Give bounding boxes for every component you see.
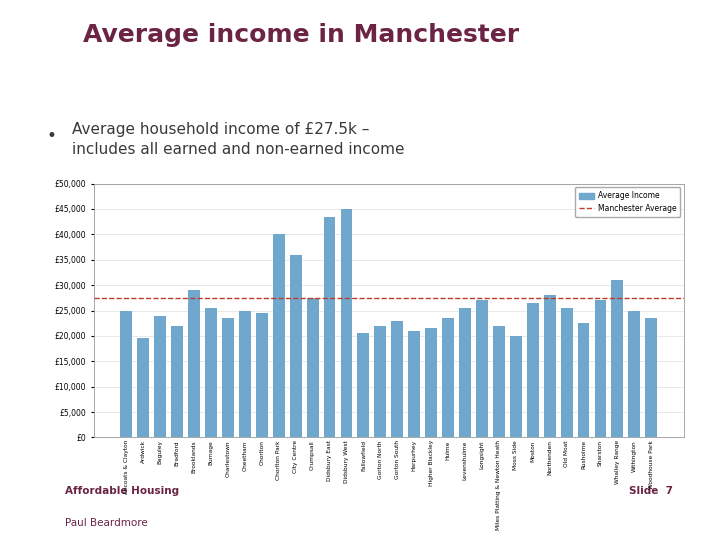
Bar: [323, 217, 336, 437]
Text: Average household income of £27.5k –
includes all earned and non-earned income: Average household income of £27.5k – inc…: [72, 123, 405, 157]
Legend: Average Income, Manchester Average: Average Income, Manchester Average: [575, 187, 680, 217]
Bar: [357, 333, 369, 437]
Bar: [476, 300, 488, 437]
Text: Paul Beardmore: Paul Beardmore: [65, 518, 148, 529]
Bar: [341, 209, 352, 437]
Bar: [561, 308, 572, 437]
Bar: [289, 255, 302, 437]
Bar: [442, 318, 454, 437]
Bar: [595, 300, 606, 437]
Bar: [256, 313, 268, 437]
Bar: [408, 331, 420, 437]
Bar: [645, 318, 657, 437]
Bar: [154, 315, 166, 437]
Bar: [171, 326, 183, 437]
Bar: [611, 280, 624, 437]
Bar: [188, 290, 200, 437]
Bar: [392, 321, 403, 437]
Bar: [527, 303, 539, 437]
Bar: [426, 328, 437, 437]
Bar: [120, 310, 132, 437]
Bar: [205, 308, 217, 437]
Text: •: •: [47, 127, 57, 145]
Bar: [459, 308, 471, 437]
Bar: [273, 234, 284, 437]
Bar: [374, 326, 386, 437]
Bar: [307, 298, 318, 437]
Text: Affordable Housing: Affordable Housing: [65, 487, 179, 496]
Bar: [510, 336, 522, 437]
Text: Average income in Manchester: Average income in Manchester: [83, 23, 519, 46]
Bar: [493, 326, 505, 437]
Bar: [629, 310, 640, 437]
Bar: [577, 323, 590, 437]
Bar: [239, 310, 251, 437]
Bar: [138, 339, 149, 437]
Bar: [222, 318, 234, 437]
Bar: [544, 295, 556, 437]
Text: Slide  7: Slide 7: [629, 487, 673, 496]
